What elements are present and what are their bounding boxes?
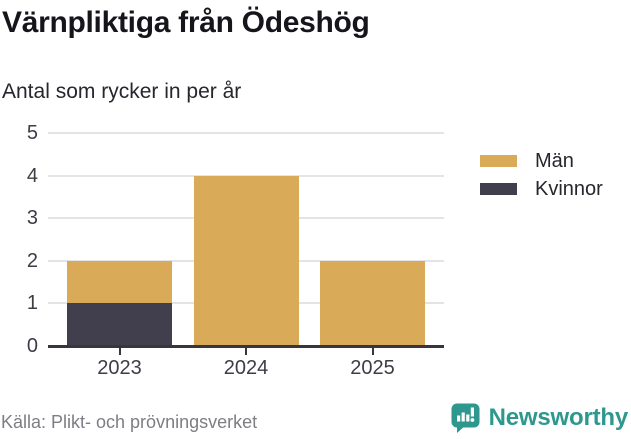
x-tick-label-2023: 2023	[97, 357, 142, 379]
newsworthy-badge-icon	[451, 403, 480, 433]
legend-swatch-man	[480, 155, 517, 167]
x-tick-label-2025: 2025	[350, 357, 395, 379]
legend-item-kvinnor: Kvinnor	[480, 178, 603, 200]
legend: Män Kvinnor	[480, 150, 603, 206]
y-tick-label-2: 2	[26, 249, 38, 272]
x-tick-mark-2023	[118, 348, 121, 355]
y-tick-label-3: 3	[26, 207, 38, 230]
gridline-y5	[48, 132, 444, 134]
y-tick-label-4: 4	[26, 164, 38, 187]
legend-label-man: Män	[535, 149, 574, 172]
legend-item-man: Män	[480, 150, 603, 172]
brand-name: Newsworthy	[488, 403, 629, 431]
bar-män-2025	[320, 260, 425, 346]
bar-kvinnor-2023	[67, 303, 172, 346]
legend-label-kvinnor: Kvinnor	[535, 177, 603, 200]
brand-logo: Newsworthy	[450, 401, 628, 434]
x-tick-mark-2025	[371, 348, 374, 355]
source-note: Källa: Plikt- och prövningsverket	[1, 412, 258, 432]
legend-swatch-kvinnor	[480, 183, 517, 195]
x-axis-line	[48, 345, 444, 348]
y-tick-label-0: 0	[26, 335, 38, 357]
y-tick-label-1: 1	[26, 292, 38, 315]
chart-subtitle: Antal som rycker in per år	[2, 80, 242, 103]
bar-män-2023	[67, 260, 172, 304]
x-tick-mark-2024	[245, 348, 247, 355]
bar-män-2024	[193, 175, 299, 346]
x-tick-label-2024: 2024	[223, 357, 269, 379]
chart-title: Värnpliktiga från Ödeshög	[2, 6, 370, 39]
y-tick-label-5: 5	[26, 122, 38, 144]
